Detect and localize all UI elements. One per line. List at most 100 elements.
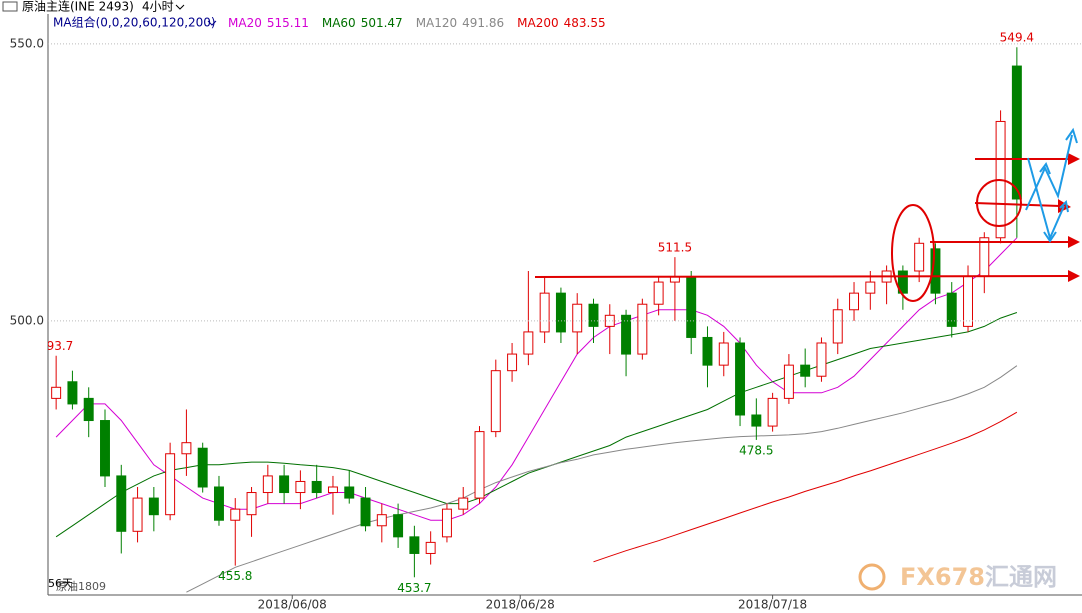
watermark-logo (858, 563, 886, 591)
ma-value: 483.55 (564, 16, 606, 30)
ma-name: MA200 (517, 16, 558, 30)
candle-body (376, 514, 387, 527)
arrow-head (1039, 161, 1051, 175)
watermark-text: 汇通网 (985, 563, 1057, 591)
candle-body (751, 414, 762, 427)
x-tick-label: 2018/06/08 (258, 598, 327, 612)
candle-body (279, 475, 290, 494)
header: 原油主连(INE 2493) 4小时 MA组合(0,0,20,60,120,20… (2, 0, 217, 30)
candle-body (360, 497, 371, 527)
candle-body (441, 508, 452, 538)
ma-name: MA60 (322, 16, 356, 30)
candle-body (1011, 65, 1022, 200)
candle-body (832, 309, 843, 344)
low-label: 455.8 (218, 569, 252, 583)
candle-body (767, 397, 778, 427)
candle-body (425, 541, 436, 554)
candle-body (800, 364, 811, 377)
arrow-head (1059, 199, 1069, 213)
indicator[interactable]: MA组合(0,0,20,60,120,200) (53, 15, 216, 30)
candle-body (816, 342, 827, 377)
candle-body (555, 292, 566, 333)
candle-body (344, 486, 355, 499)
y-tick-label: 500.0 (10, 313, 44, 327)
candle-body (930, 248, 941, 294)
candle-body (718, 342, 729, 366)
arrow-head (1068, 153, 1080, 165)
candle-body (295, 480, 306, 494)
ma-legend: MA60 501.47 (322, 16, 403, 30)
candle-body (230, 508, 241, 521)
level-line (974, 202, 1061, 207)
candle-body (490, 370, 501, 433)
menu-icon[interactable] (2, 1, 18, 12)
high-label: 493.7 (39, 339, 73, 353)
candle-body (588, 303, 599, 327)
candle-body (849, 292, 860, 311)
candle-body (621, 314, 632, 355)
candle-body (51, 386, 62, 399)
ma-name: MA120 (416, 16, 457, 30)
candle-body (474, 431, 485, 499)
y-tick-label: 550.0 (10, 36, 44, 50)
dropdown-icon[interactable] (175, 4, 185, 10)
candle-body (979, 237, 990, 278)
forecast-path (1027, 157, 1065, 241)
candle-body (946, 292, 957, 327)
ma-value: 515.11 (267, 16, 309, 30)
arrow-head (1058, 199, 1071, 213)
dropdown-icon[interactable] (207, 20, 217, 26)
x-tick-label: 2018/07/18 (738, 598, 807, 612)
candle-body (572, 303, 583, 333)
watermark: FX678 汇通网 (858, 563, 1057, 591)
contract-label: 原油1809 (56, 579, 106, 593)
candle-body (327, 486, 338, 494)
forecast-arrows (1025, 127, 1078, 243)
plot: 493.7 511.5 549.4 455.8 453.7 478.5 (39, 31, 1034, 595)
candle-body (783, 364, 794, 399)
candle-body (686, 276, 697, 338)
highlight-ellipse (976, 179, 1022, 227)
candle-body (702, 336, 713, 366)
candle-body (100, 420, 110, 477)
ma-value: 491.86 (462, 16, 504, 30)
candle-body (865, 281, 876, 294)
candle-body (653, 281, 664, 305)
level-line (534, 275, 1069, 278)
analysis-drawings (534, 153, 1080, 302)
ma-legend: MA120 491.86 (416, 16, 504, 30)
candle-body (67, 381, 78, 405)
candle-body (246, 492, 257, 516)
ma-legend: MA20 515.11 (228, 16, 309, 30)
period[interactable]: 4小时 (142, 0, 174, 14)
low-label: 478.5 (739, 443, 773, 457)
candle-body (197, 447, 208, 488)
candle-body (148, 497, 159, 516)
low-label: 453.7 (397, 581, 431, 595)
ma-line (55, 312, 1018, 538)
candle-body (523, 331, 534, 355)
candle-body (132, 497, 143, 532)
chart-title: 原油主连(INE 2493) (22, 0, 134, 14)
highlight-ellipse (891, 204, 935, 302)
ma-legend: MA200 483.55 (517, 16, 605, 30)
ma-line (186, 365, 1018, 593)
candle-body (393, 514, 404, 538)
candle-body (116, 475, 127, 532)
candle-body (637, 303, 648, 355)
arrow-head (1065, 127, 1078, 144)
candle-body (507, 353, 518, 372)
arrow-head (1068, 270, 1080, 282)
ma-line (593, 411, 1018, 563)
arrow-head (1043, 231, 1057, 243)
candle-body (83, 397, 94, 422)
candle-body (735, 342, 746, 416)
candle-body (914, 242, 925, 272)
x-tick-label: 2018/06/28 (486, 598, 555, 612)
candle-body (539, 292, 550, 333)
high-label: 549.4 (1000, 31, 1034, 45)
high-label: 511.5 (658, 241, 692, 255)
candle-body (963, 276, 973, 327)
candle-body (458, 497, 469, 510)
